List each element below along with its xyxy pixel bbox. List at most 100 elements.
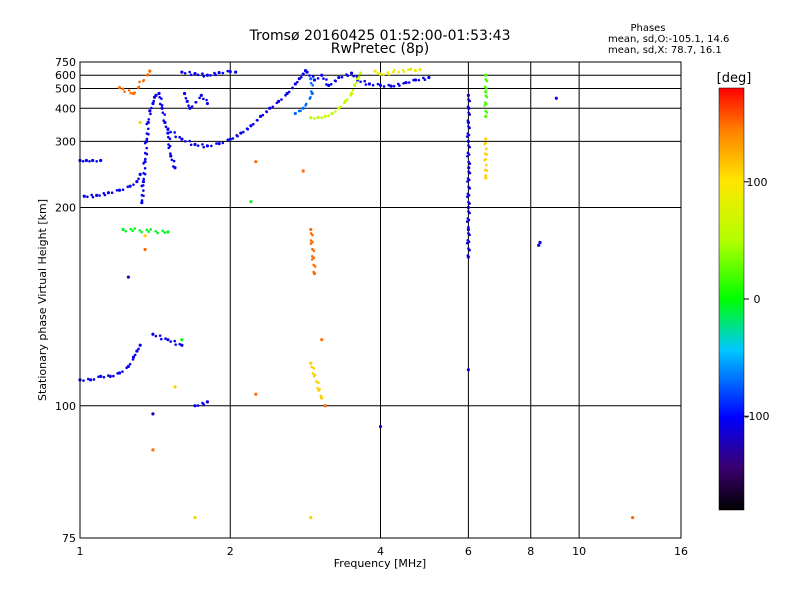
- data-point: [158, 102, 162, 106]
- data-point: [110, 191, 114, 195]
- data-point: [163, 120, 167, 125]
- data-point: [467, 111, 470, 114]
- data-point: [167, 135, 170, 139]
- data-point: [309, 242, 313, 245]
- data-point: [193, 516, 197, 520]
- data-point: [82, 194, 86, 198]
- data-point: [86, 377, 90, 381]
- data-point: [188, 106, 192, 110]
- data-point: [137, 177, 140, 181]
- data-point: [382, 73, 385, 76]
- data-point: [249, 200, 253, 204]
- data-point: [99, 374, 103, 378]
- data-point: [320, 73, 324, 77]
- data-point: [82, 379, 85, 382]
- data-point: [173, 131, 176, 134]
- data-point: [409, 67, 413, 71]
- data-point: [327, 83, 331, 87]
- data-point: [91, 195, 95, 199]
- data-point: [138, 229, 141, 232]
- data-point: [173, 166, 177, 170]
- data-point: [163, 113, 167, 116]
- data-point: [231, 137, 235, 140]
- data-trace: [309, 71, 363, 120]
- data-point: [343, 99, 347, 103]
- data-point: [376, 72, 380, 75]
- data-point: [138, 172, 142, 176]
- data-point: [466, 205, 470, 210]
- data-point: [86, 195, 89, 199]
- data-point: [205, 73, 210, 77]
- y-tick-label: 75: [62, 532, 76, 545]
- data-point: [117, 371, 122, 375]
- data-trace: [138, 120, 489, 520]
- data-point: [158, 334, 162, 337]
- data-point: [387, 83, 391, 87]
- data-point: [154, 334, 158, 338]
- data-point: [371, 83, 375, 87]
- data-point: [81, 160, 85, 163]
- data-point: [309, 227, 313, 232]
- data-point: [196, 404, 200, 407]
- data-point: [359, 71, 363, 75]
- data-point: [88, 378, 93, 382]
- data-point: [160, 337, 163, 341]
- data-point: [126, 364, 130, 369]
- data-point: [466, 227, 470, 232]
- data-point: [180, 343, 184, 347]
- data-point: [91, 158, 95, 163]
- data-point: [174, 343, 177, 346]
- data-point: [145, 228, 148, 232]
- data-point: [297, 77, 301, 81]
- data-point: [271, 105, 275, 109]
- data-point: [145, 146, 149, 150]
- data-point: [145, 137, 149, 141]
- data-point: [312, 249, 316, 253]
- y-tick-label: 750: [55, 56, 76, 69]
- data-point: [466, 180, 469, 183]
- data-trace: [151, 332, 210, 408]
- data-point: [325, 78, 328, 81]
- x-tick-label: 16: [674, 545, 688, 558]
- data-point: [166, 131, 170, 135]
- data-point: [150, 106, 153, 110]
- data-point: [205, 101, 210, 106]
- data-point: [468, 233, 471, 237]
- phase-stats-o: mean, sd,O:-105.1, 14.6: [608, 34, 729, 45]
- data-point: [84, 158, 89, 163]
- data-point: [309, 81, 313, 85]
- data-point: [312, 78, 317, 82]
- data-point: [167, 146, 171, 150]
- data-point: [483, 104, 486, 107]
- data-point: [183, 139, 187, 143]
- chart-title: Tromsø 20160425 01:52:00-01:53:43: [249, 28, 511, 44]
- colorbar-label: [deg]: [717, 71, 752, 86]
- data-point: [340, 75, 344, 79]
- data-point: [166, 338, 170, 342]
- data-point: [468, 202, 471, 205]
- data-point: [334, 110, 337, 113]
- data-point: [484, 73, 488, 77]
- data-point: [205, 98, 208, 102]
- y-tick-label: 100: [55, 400, 76, 413]
- data-point: [180, 137, 184, 141]
- data-point: [465, 195, 469, 198]
- y-tick-label: 200: [55, 201, 76, 214]
- data-point: [228, 137, 232, 141]
- data-point: [308, 74, 311, 77]
- data-point: [313, 117, 316, 120]
- data-point: [378, 425, 383, 429]
- data-point: [102, 375, 106, 379]
- data-point: [268, 106, 272, 110]
- data-point: [353, 83, 357, 87]
- data-point: [356, 77, 360, 81]
- data-point: [123, 90, 126, 93]
- data-point: [142, 171, 145, 175]
- data-point: [466, 139, 470, 143]
- data-point: [413, 78, 418, 82]
- data-point: [316, 386, 319, 390]
- data-point: [465, 135, 469, 138]
- data-trace: [373, 67, 422, 76]
- data-point: [312, 366, 316, 370]
